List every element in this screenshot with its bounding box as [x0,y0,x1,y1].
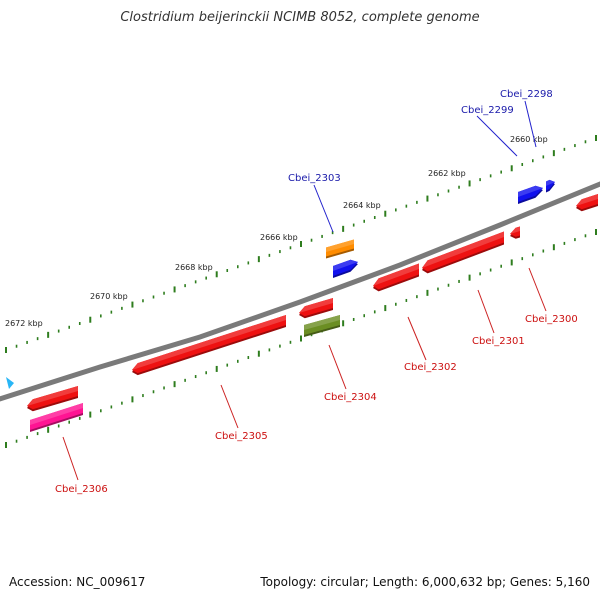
tick-label: 2672 kbp [5,319,43,328]
gene-highlight [333,259,358,271]
gene-label-cbei_2303[interactable]: Cbei_2303 [288,173,341,184]
leader-line [328,344,347,390]
accession-text: Accession: NC_009617 [9,575,146,589]
gene-arrow-cbei_2303[interactable] [326,239,354,259]
gene-label-cbei_2299[interactable]: Cbei_2299 [461,105,514,116]
tick-rows [5,135,597,448]
tick-label: 2664 kbp [343,201,381,210]
gene-arrow-cbei_2299[interactable] [518,185,543,204]
gene-label-cbei_2302[interactable]: Cbei_2302 [404,362,457,373]
gene-arrow-unlabeled[interactable] [333,259,358,278]
gene-label-cbei_2304[interactable]: Cbei_2304 [324,392,377,403]
leader-line [528,267,547,312]
tick-label: 2662 kbp [428,169,466,178]
gene-arrow-cbei_2306[interactable] [30,403,83,432]
gene-highlight [422,231,504,268]
gene-arrow-cbei_2305[interactable] [132,315,286,376]
gene-arrow-cbei_2302[interactable] [373,263,419,292]
leader-line [524,100,537,148]
leader-line [220,384,239,429]
gene-arrow-cbei_2301[interactable] [422,231,504,274]
gene-arrow-cbei_2298[interactable] [546,179,555,193]
leader-line [476,115,518,157]
leader-line [407,316,427,361]
gene-highlight [30,403,83,425]
gene-features [6,179,598,432]
gene-arrow-unlabeled[interactable] [576,194,598,212]
gene-highlight [299,298,333,313]
leader-line [477,289,495,334]
origin-marker-icon [6,377,14,389]
tick-label: 2670 kbp [90,292,128,301]
leader-line [313,184,334,233]
gene-highlight [510,226,520,234]
leader-line [62,436,79,481]
genome-backbone [0,181,600,402]
gene-highlight [546,179,555,186]
gene-highlight [326,239,354,252]
gene-arrow-unlabeled[interactable] [27,386,78,412]
gene-label-cbei_2306[interactable]: Cbei_2306 [55,484,108,495]
tick-label: 2660 kbp [510,135,548,144]
gene-highlight [576,194,598,206]
outer-tick-row [5,135,597,353]
gene-labels: 2660 kbp 2662 kbp 2664 kbp 2666 kbp 2668 kbp… [5,89,578,495]
map-title: Clostridium beijerinckii NCIMB 8052, com… [120,10,480,25]
gene-label-cbei_2305[interactable]: Cbei_2305 [215,431,268,442]
gene-highlight [27,386,78,406]
genome-summary-text: Topology: circular; Length: 6,000,632 bp… [260,575,590,589]
gene-arrow-unlabeled[interactable] [299,298,333,319]
gene-arrow-cbei_2304[interactable] [304,315,340,337]
gene-arrow-cbei_2300[interactable] [510,226,520,239]
gene-highlight [518,185,543,197]
gene-label-cbei_2298[interactable]: Cbei_2298 [500,89,553,100]
gene-highlight [132,315,286,370]
tick-label: 2668 kbp [175,263,213,272]
gene-label-cbei_2301[interactable]: Cbei_2301 [472,336,525,347]
tick-label: 2666 kbp [260,233,298,242]
gene-label-cbei_2300[interactable]: Cbei_2300 [525,314,578,325]
gene-highlight [373,263,419,286]
gene-highlight [304,315,340,330]
inner-tick-row [5,229,597,448]
